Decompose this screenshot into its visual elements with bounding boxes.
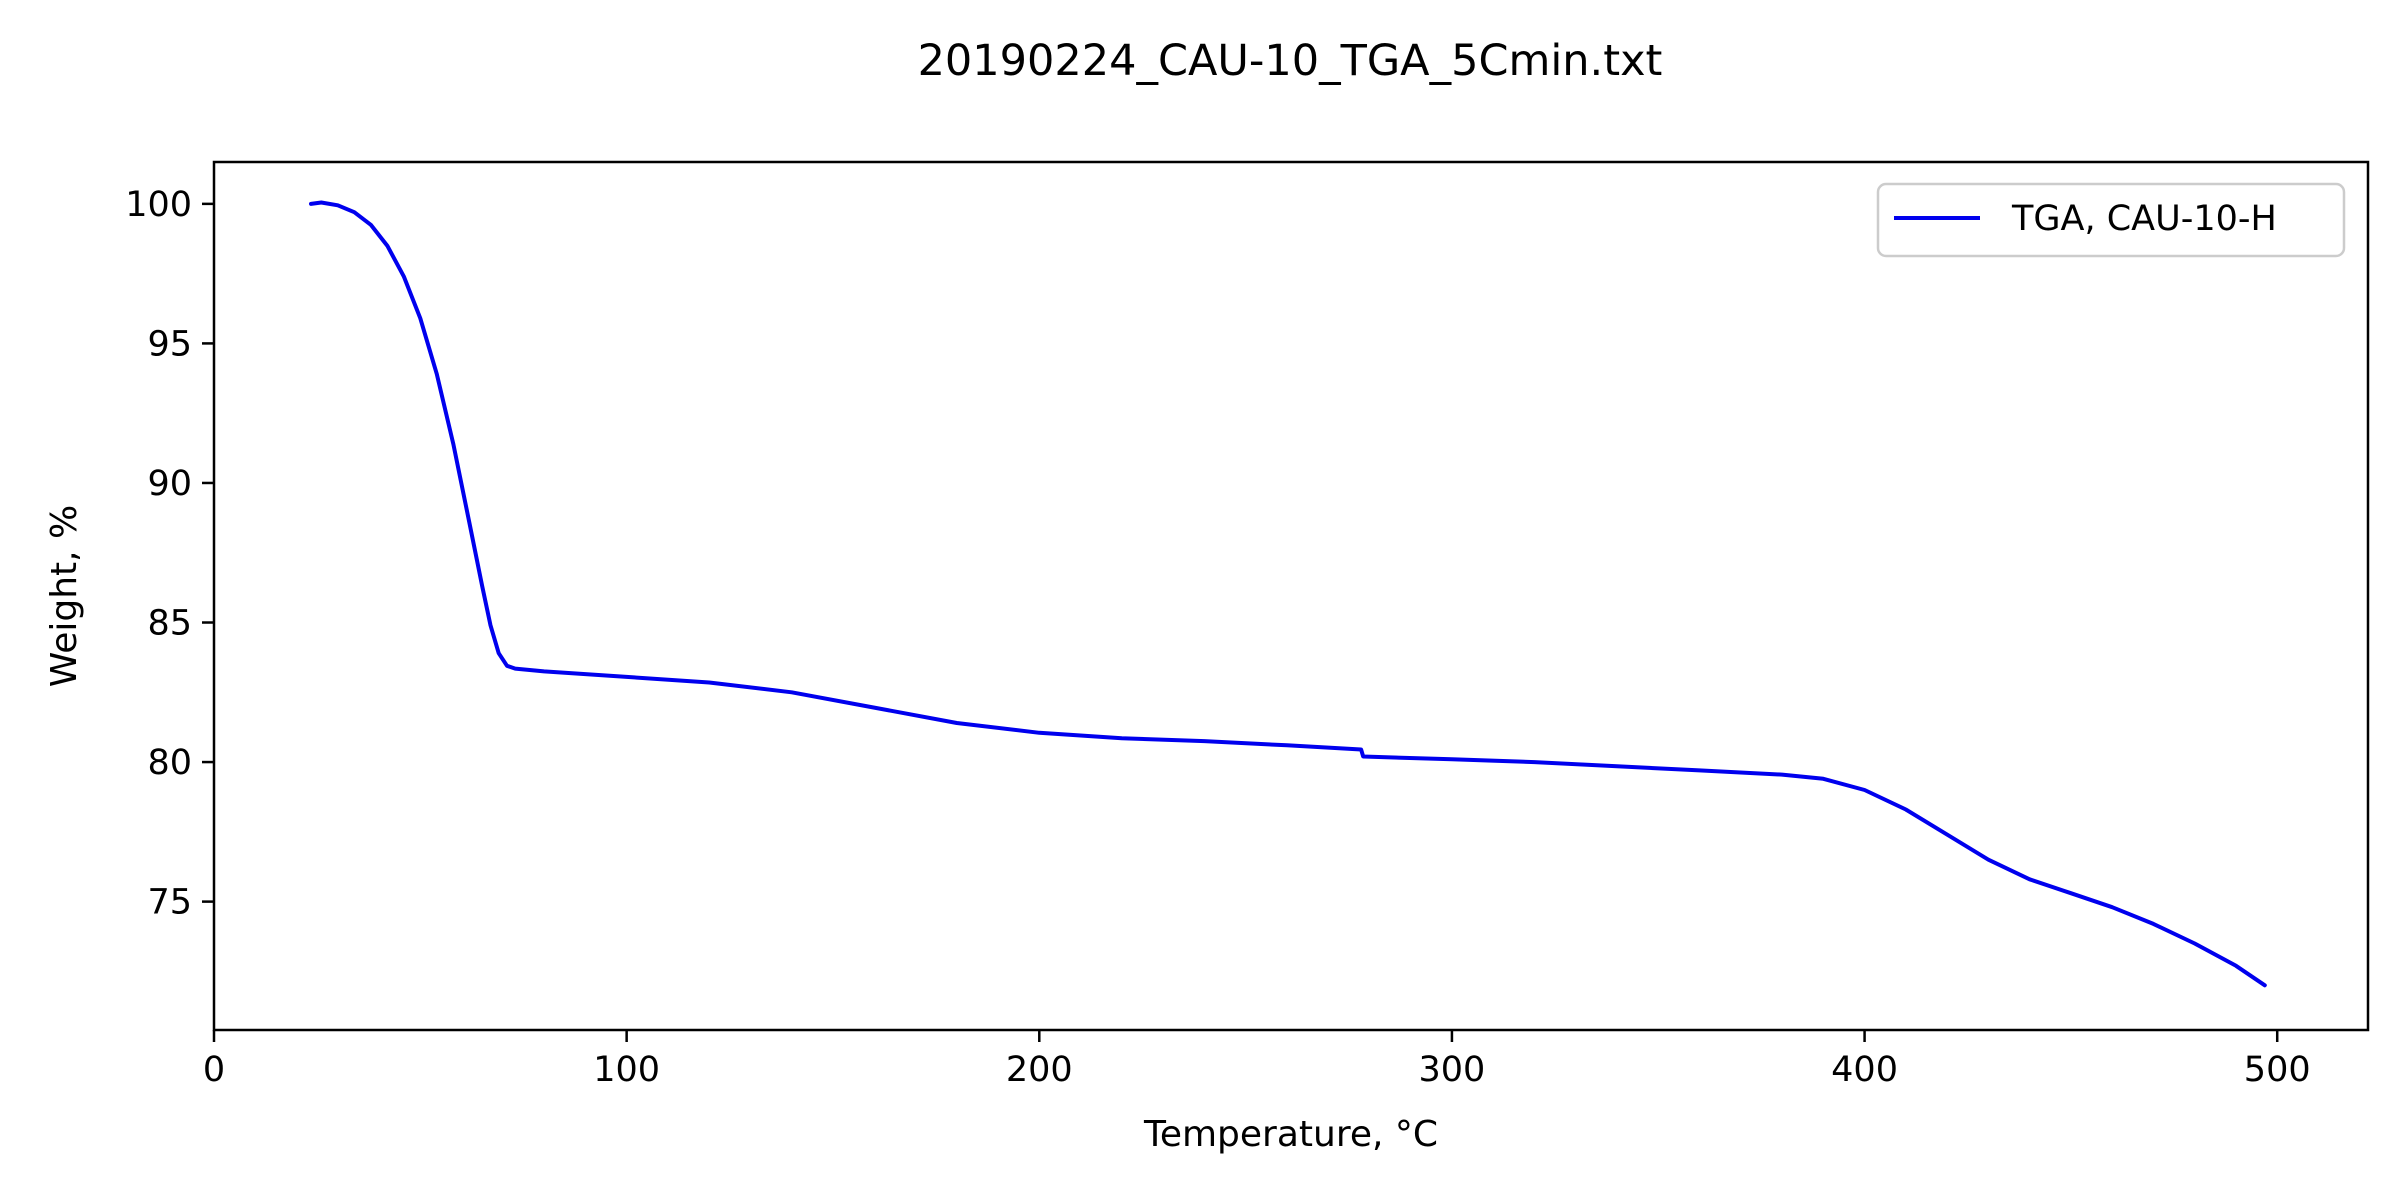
y-tick-label: 80	[147, 743, 192, 783]
plot-area	[309, 200, 2267, 988]
y-axis-ticks: 75 80 85 90 95 100	[125, 185, 214, 923]
x-tick-label: 300	[1419, 1050, 1486, 1090]
legend-box	[1876, 182, 2346, 258]
y-tick-label: 95	[147, 324, 192, 364]
x-tick-label: 100	[593, 1050, 660, 1090]
y-tick-label: 100	[125, 185, 192, 225]
axes-frame	[212, 160, 2370, 1032]
x-tick-label: 500	[2244, 1050, 2311, 1090]
x-axis-ticks: 0 100 200 300 400 500	[203, 1030, 2311, 1090]
legend: TGA, CAU-10-H	[1876, 182, 2346, 258]
y-tick-label: 85	[147, 604, 192, 644]
x-tick-label: 400	[1831, 1050, 1898, 1090]
x-axis-label: Temperature, °C	[1143, 1114, 1438, 1155]
legend-label: TGA, CAU-10-H	[2011, 199, 2277, 239]
y-tick-label: 75	[147, 883, 192, 923]
y-tick-label: 90	[147, 464, 192, 504]
x-tick-label: 200	[1006, 1050, 1073, 1090]
y-axis-label: Weight, %	[44, 505, 85, 688]
chart-title: 20190224_CAU-10_TGA_5Cmin.txt	[918, 36, 1663, 86]
series-line-tga-cau-10-h	[309, 200, 2267, 988]
x-tick-label: 0	[203, 1050, 225, 1090]
